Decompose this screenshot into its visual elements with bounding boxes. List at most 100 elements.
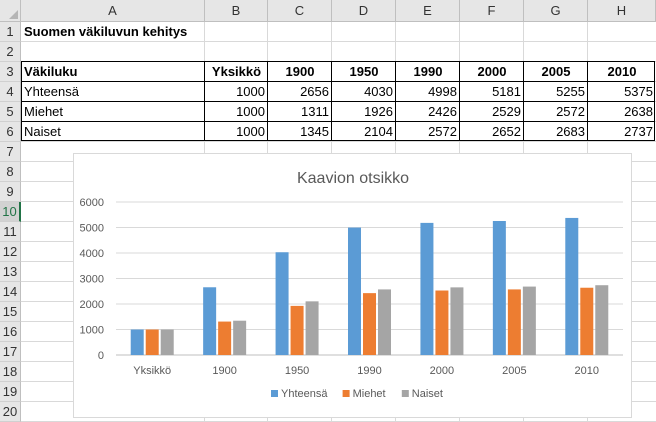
table-row-border — [21, 101, 655, 102]
header-cell-b[interactable]: Yksikkö — [211, 64, 262, 79]
row-header-3[interactable]: 3 — [0, 62, 21, 82]
chart-area[interactable]: Kaavion otsikko 0 1000 2000 3000 4000 5000 6000… — [73, 153, 632, 418]
data-cell-b5[interactable]: 1000 — [236, 104, 265, 119]
data-cell-h5[interactable]: 2638 — [624, 104, 653, 119]
bar-yhteensä-1950 — [275, 252, 289, 355]
table-col-border — [204, 61, 205, 141]
column-header-e[interactable]: E — [396, 0, 460, 22]
row-header-7[interactable]: 7 — [0, 142, 21, 162]
row-header-13[interactable]: 13 — [0, 262, 21, 282]
select-all-corner[interactable] — [0, 0, 21, 22]
data-cell-d4[interactable]: 4030 — [364, 84, 393, 99]
row-header-1[interactable]: 1 — [0, 22, 21, 42]
data-cell-c5[interactable]: 1311 — [301, 104, 329, 119]
table-col-border — [331, 61, 332, 141]
row-header-18[interactable]: 18 — [0, 362, 21, 382]
data-cell-g5[interactable]: 2572 — [556, 104, 585, 119]
row-header-5[interactable]: 5 — [0, 102, 21, 122]
column-header-d[interactable]: D — [332, 0, 396, 22]
legend-label-naiset: Naiset — [412, 388, 443, 400]
y-tick-label-0: 0 — [98, 350, 104, 362]
row-header-20[interactable]: 20 — [0, 402, 21, 422]
data-cell-f6[interactable]: 2652 — [492, 124, 521, 139]
table-col-border — [523, 61, 524, 141]
data-cell-b4[interactable]: 1000 — [236, 84, 265, 99]
sheet-title-cell[interactable]: Suomen väkiluvun kehitys — [24, 24, 188, 39]
bar-miehet-2010 — [580, 287, 594, 355]
column-header-h[interactable]: H — [588, 0, 656, 22]
row-header-14[interactable]: 14 — [0, 282, 21, 302]
row-header-17[interactable]: 17 — [0, 342, 21, 362]
bar-miehet-1900 — [218, 321, 232, 355]
x-tick-label-1990: 1990 — [357, 365, 381, 377]
header-cell-g[interactable]: 2005 — [541, 64, 571, 79]
bar-naiset-1900 — [233, 320, 247, 355]
data-cell-e4[interactable]: 4998 — [428, 84, 457, 99]
bar-yhteensä-1900 — [203, 287, 217, 355]
bar-naiset-2010 — [595, 285, 609, 355]
data-cell-f5[interactable]: 2529 — [492, 104, 521, 119]
y-tick-label-6000: 6000 — [80, 197, 104, 209]
data-cell-c4[interactable]: 2656 — [300, 84, 329, 99]
row-header-16[interactable]: 16 — [0, 322, 21, 342]
data-cell-d5[interactable]: 1926 — [364, 104, 393, 119]
x-tick-label-2005: 2005 — [502, 365, 526, 377]
header-cell-f[interactable]: 2000 — [477, 64, 507, 79]
table-col-border — [395, 61, 396, 141]
header-cell-h[interactable]: 2010 — [607, 64, 637, 79]
row-header-15[interactable]: 15 — [0, 302, 21, 322]
row-header-12[interactable]: 12 — [0, 242, 21, 262]
legend-swatch-yhteensä — [271, 390, 278, 397]
data-cell-a4[interactable]: Yhteensä — [24, 84, 79, 99]
header-cell-a[interactable]: Väkiluku — [24, 64, 78, 79]
row-header-8[interactable]: 8 — [0, 162, 21, 182]
bar-yhteensä-1990 — [348, 227, 361, 355]
data-cell-e5[interactable]: 2426 — [428, 104, 457, 119]
column-header-f[interactable]: F — [460, 0, 524, 22]
column-header-b[interactable]: B — [205, 0, 268, 22]
header-cell-e[interactable]: 1990 — [413, 64, 443, 79]
data-cell-h6[interactable]: 2737 — [624, 124, 653, 139]
bar-yhteensä-yksikkö — [130, 329, 144, 355]
row-header-11[interactable]: 11 — [0, 222, 21, 242]
bar-miehet-1990 — [363, 293, 376, 355]
row-header-19[interactable]: 19 — [0, 382, 21, 402]
header-cell-c[interactable]: 1900 — [285, 64, 315, 79]
data-cell-d6[interactable]: 2104 — [364, 124, 393, 139]
data-cell-g4[interactable]: 5255 — [556, 84, 585, 99]
data-cell-b6[interactable]: 1000 — [236, 124, 265, 139]
y-tick-label-2000: 2000 — [80, 299, 104, 311]
table-col-border — [459, 61, 460, 141]
table-col-border — [267, 61, 268, 141]
y-tick-label-4000: 4000 — [80, 248, 104, 260]
bar-naiset-yksikkö — [160, 329, 174, 355]
x-tick-label-2010: 2010 — [575, 365, 599, 377]
data-cell-a6[interactable]: Naiset — [24, 124, 61, 139]
bar-naiset-2005 — [522, 286, 536, 355]
bar-miehet-2000 — [435, 290, 449, 355]
table-col-border — [587, 61, 588, 141]
column-header-g[interactable]: G — [524, 0, 588, 22]
data-cell-a5[interactable]: Miehet — [24, 104, 64, 119]
table-row-border — [21, 121, 655, 122]
bar-miehet-1950 — [290, 305, 304, 355]
bar-yhteensä-2010 — [565, 217, 579, 355]
row-header-4[interactable]: 4 — [0, 82, 21, 102]
column-chart: Kaavion otsikko 0 1000 2000 3000 4000 5000 6000… — [80, 170, 623, 400]
column-header-c[interactable]: C — [268, 0, 332, 22]
data-cell-c6[interactable]: 1345 — [300, 124, 329, 139]
data-cell-f4[interactable]: 5181 — [492, 84, 521, 99]
row-header-10[interactable]: 10 — [0, 202, 21, 222]
bar-naiset-2000 — [450, 287, 464, 355]
column-header-a[interactable]: A — [21, 0, 205, 22]
data-cell-g6[interactable]: 2683 — [556, 124, 585, 139]
data-cell-e6[interactable]: 2572 — [428, 124, 457, 139]
header-cell-d[interactable]: 1950 — [349, 64, 379, 79]
x-tick-label-2000: 2000 — [430, 365, 454, 377]
row-header-6[interactable]: 6 — [0, 122, 21, 142]
legend-swatch-miehet — [342, 390, 350, 397]
row-header-2[interactable]: 2 — [0, 42, 21, 62]
row-header-9[interactable]: 9 — [0, 182, 21, 202]
y-tick-label-3000: 3000 — [80, 274, 104, 286]
data-cell-h4[interactable]: 5375 — [624, 84, 653, 99]
